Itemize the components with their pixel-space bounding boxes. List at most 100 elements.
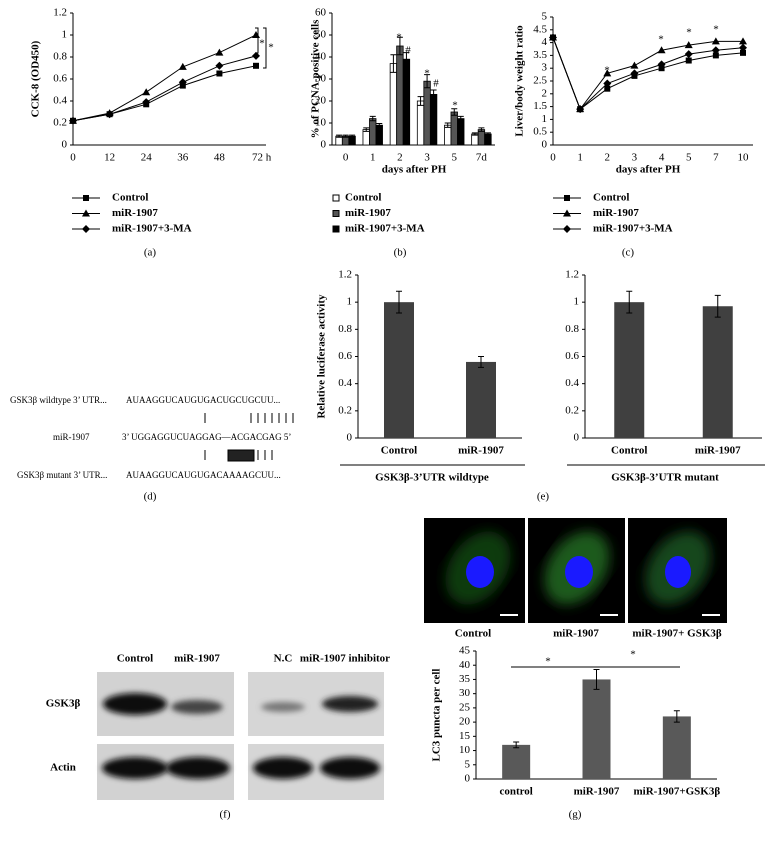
error-bar [444, 122, 451, 128]
marker [711, 37, 720, 45]
x-axis-label: days after PH [382, 164, 447, 176]
marker [549, 33, 557, 42]
x-tick-label: 7d [476, 152, 488, 164]
x-tick-label: 4 [659, 152, 665, 164]
lane-label: miR-1907 inhibitor [300, 653, 390, 665]
y-tick-label: 0.2 [53, 117, 67, 129]
annotation: * [452, 100, 458, 112]
x-tick-label: 3 [632, 152, 638, 164]
panel-label: (d) [144, 491, 157, 503]
legend-label: Control [112, 192, 148, 204]
annotation: * [268, 42, 274, 54]
y-tick-label: 40 [459, 659, 471, 671]
bar [375, 124, 383, 146]
x-tick-label: 72 h [252, 152, 272, 164]
marker [83, 195, 89, 201]
error-bar [673, 710, 680, 723]
western-blot [97, 672, 384, 800]
bar [416, 100, 425, 146]
y-tick-label: 0 [542, 139, 548, 151]
panel-label: (e) [537, 491, 550, 503]
marker [711, 46, 720, 55]
line [552, 37, 744, 111]
y-tick-label: 5 [465, 758, 471, 770]
x-tick-label: 2 [397, 152, 403, 164]
annotation: * [259, 38, 265, 50]
bar [466, 361, 496, 438]
marker [69, 116, 77, 125]
y-tick-label: 20 [315, 95, 327, 107]
panel-label: (b) [394, 247, 407, 259]
error-bar [403, 52, 410, 67]
bar [362, 129, 370, 146]
bar [402, 58, 411, 146]
bar [484, 133, 492, 146]
marker [740, 49, 746, 56]
error-bar [513, 741, 520, 749]
lane-label: N.C [274, 653, 293, 665]
y-tick-label: 40 [315, 51, 327, 63]
error-bar [478, 356, 484, 368]
marker [684, 41, 693, 49]
error-bar [396, 36, 403, 56]
marker [712, 52, 719, 59]
error-bar [376, 122, 383, 128]
bar [450, 111, 458, 146]
error-bar [478, 127, 485, 132]
marker [576, 105, 585, 114]
marker [142, 88, 151, 96]
marker [105, 110, 114, 119]
y-tick-label: 0.4 [338, 377, 352, 389]
x-tick-label: 0 [343, 152, 349, 164]
lane-label: miR-1907 [174, 653, 220, 665]
y-tick-label: 2.5 [533, 75, 547, 87]
error-bar [349, 134, 356, 138]
y-tick-label: 0 [347, 432, 353, 444]
error-bar [396, 290, 402, 314]
marker [215, 61, 224, 70]
y-tick-label: 0.8 [53, 51, 67, 63]
panel-label: (g) [569, 809, 582, 821]
y-tick-label: 1 [542, 113, 548, 125]
annotation: * [545, 656, 551, 668]
x-tick-label: 3 [424, 152, 430, 164]
y-tick-label: 45 [459, 645, 471, 657]
legend-label: miR-1907+3-MA [345, 223, 425, 235]
error-bar [417, 96, 424, 106]
bar [662, 716, 691, 779]
legend-label: miR-1907 [112, 207, 158, 219]
y-tick-label: 0 [62, 139, 68, 151]
marker [564, 195, 570, 201]
line [72, 55, 257, 122]
error-bar [593, 668, 600, 690]
error-bar [363, 127, 370, 132]
x-tick-label: 1 [370, 152, 376, 164]
line [72, 34, 257, 122]
y-tick-label: 0.2 [338, 404, 352, 416]
y-tick-label: 15 [459, 730, 471, 742]
y-tick-label: 0.6 [53, 73, 67, 85]
legend-label: Control [593, 192, 629, 204]
y-tick-label: 0.8 [565, 323, 579, 335]
line [552, 37, 743, 111]
y-tick-label: 4.5 [533, 23, 547, 35]
y-tick-label: 0.5 [533, 126, 547, 138]
panel-label: (f) [220, 809, 231, 821]
x-tick-label: 0 [70, 152, 76, 164]
marker [563, 209, 571, 217]
chart: 0 5 10 15 20 25 30 35 40 45 LC3 puncta per cell con… [431, 645, 721, 798]
x-tick-label: miR-1907+GSK3β [634, 786, 721, 798]
bracket [263, 27, 267, 69]
annotation: * [658, 34, 664, 46]
y-tick-label: 0 [574, 432, 580, 444]
error-bar [471, 132, 478, 136]
bar [389, 63, 398, 146]
y-tick-label: 20 [459, 716, 471, 728]
legend-label: Control [345, 192, 381, 204]
marker [252, 51, 260, 60]
y-tick-label: 0 [321, 139, 327, 151]
annotation: * [686, 27, 692, 39]
bar [423, 80, 431, 146]
y-axis-label: Relative luciferase activity [316, 294, 328, 419]
